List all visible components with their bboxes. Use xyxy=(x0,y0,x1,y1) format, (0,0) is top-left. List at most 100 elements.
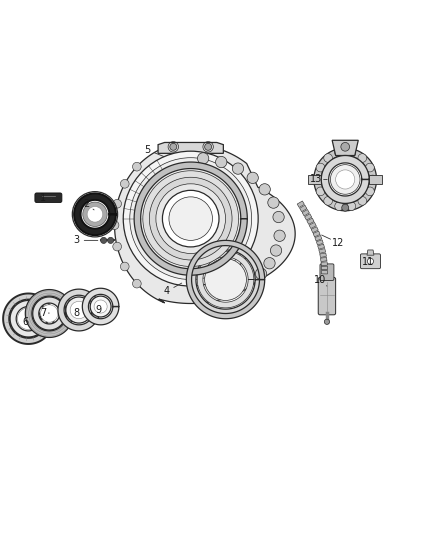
Circle shape xyxy=(133,279,141,288)
Text: 8: 8 xyxy=(74,308,80,318)
Circle shape xyxy=(255,268,267,279)
Circle shape xyxy=(259,184,270,195)
Polygon shape xyxy=(321,266,328,270)
Circle shape xyxy=(336,170,355,189)
Circle shape xyxy=(335,148,343,157)
Polygon shape xyxy=(197,251,254,308)
Polygon shape xyxy=(158,142,223,154)
Circle shape xyxy=(264,257,275,269)
Circle shape xyxy=(87,206,103,222)
Circle shape xyxy=(120,180,129,188)
Polygon shape xyxy=(321,270,328,274)
Circle shape xyxy=(358,197,367,205)
Circle shape xyxy=(330,165,360,194)
Circle shape xyxy=(270,245,282,256)
Polygon shape xyxy=(367,250,374,255)
Polygon shape xyxy=(25,289,73,337)
Polygon shape xyxy=(58,289,100,331)
Circle shape xyxy=(335,202,343,211)
Polygon shape xyxy=(332,140,358,156)
Circle shape xyxy=(205,143,212,150)
Polygon shape xyxy=(300,205,307,212)
Circle shape xyxy=(268,197,279,208)
Polygon shape xyxy=(315,236,322,241)
Circle shape xyxy=(113,199,121,208)
Polygon shape xyxy=(307,218,314,224)
Circle shape xyxy=(347,148,356,157)
Circle shape xyxy=(316,187,325,196)
Circle shape xyxy=(366,163,374,172)
Circle shape xyxy=(110,221,119,230)
Polygon shape xyxy=(321,156,369,204)
FancyBboxPatch shape xyxy=(318,277,336,315)
Circle shape xyxy=(149,177,232,260)
Text: 4: 4 xyxy=(164,286,170,296)
Circle shape xyxy=(368,175,377,184)
Circle shape xyxy=(101,237,107,244)
Polygon shape xyxy=(10,301,47,337)
Circle shape xyxy=(247,172,258,183)
FancyBboxPatch shape xyxy=(35,193,62,203)
Text: 11: 11 xyxy=(362,257,374,267)
Circle shape xyxy=(143,171,239,266)
Text: 13: 13 xyxy=(310,174,322,184)
Circle shape xyxy=(170,143,177,150)
Text: 10: 10 xyxy=(314,276,327,286)
Polygon shape xyxy=(314,148,377,211)
Circle shape xyxy=(367,258,374,264)
Polygon shape xyxy=(309,222,316,229)
Circle shape xyxy=(90,296,111,317)
Text: 7: 7 xyxy=(40,308,46,318)
Circle shape xyxy=(83,202,107,227)
Polygon shape xyxy=(3,294,53,344)
Polygon shape xyxy=(321,257,327,262)
Circle shape xyxy=(130,158,252,279)
Circle shape xyxy=(169,197,212,240)
Polygon shape xyxy=(320,253,326,257)
Circle shape xyxy=(94,300,107,313)
Circle shape xyxy=(120,262,129,271)
Polygon shape xyxy=(304,214,312,220)
Polygon shape xyxy=(33,297,66,330)
Circle shape xyxy=(113,242,121,251)
Circle shape xyxy=(41,305,58,322)
Circle shape xyxy=(342,204,349,211)
Polygon shape xyxy=(82,288,119,325)
Polygon shape xyxy=(369,175,382,184)
Circle shape xyxy=(156,184,226,254)
Polygon shape xyxy=(134,162,247,275)
Circle shape xyxy=(358,154,367,163)
Circle shape xyxy=(162,190,219,247)
Circle shape xyxy=(198,153,209,164)
Circle shape xyxy=(341,142,350,151)
Circle shape xyxy=(205,259,247,301)
Polygon shape xyxy=(186,240,265,319)
Polygon shape xyxy=(74,193,116,235)
Circle shape xyxy=(314,175,322,184)
Circle shape xyxy=(70,301,88,319)
Text: 5: 5 xyxy=(144,145,150,155)
Polygon shape xyxy=(318,244,325,249)
Circle shape xyxy=(18,308,39,329)
Circle shape xyxy=(324,197,332,205)
Polygon shape xyxy=(311,227,318,233)
Circle shape xyxy=(215,156,227,168)
Polygon shape xyxy=(115,144,295,303)
Polygon shape xyxy=(190,244,261,315)
Circle shape xyxy=(324,319,329,325)
Circle shape xyxy=(133,163,141,171)
Polygon shape xyxy=(297,201,304,207)
FancyBboxPatch shape xyxy=(320,264,334,280)
Circle shape xyxy=(316,163,325,172)
Text: 9: 9 xyxy=(95,305,101,315)
FancyBboxPatch shape xyxy=(360,254,381,269)
Circle shape xyxy=(108,237,114,244)
Circle shape xyxy=(66,297,92,323)
Text: 12: 12 xyxy=(332,238,344,247)
Circle shape xyxy=(273,212,284,223)
Circle shape xyxy=(366,187,374,196)
Text: 3: 3 xyxy=(73,236,79,245)
Circle shape xyxy=(123,151,258,286)
Text: 6: 6 xyxy=(22,317,28,327)
Polygon shape xyxy=(316,240,323,245)
